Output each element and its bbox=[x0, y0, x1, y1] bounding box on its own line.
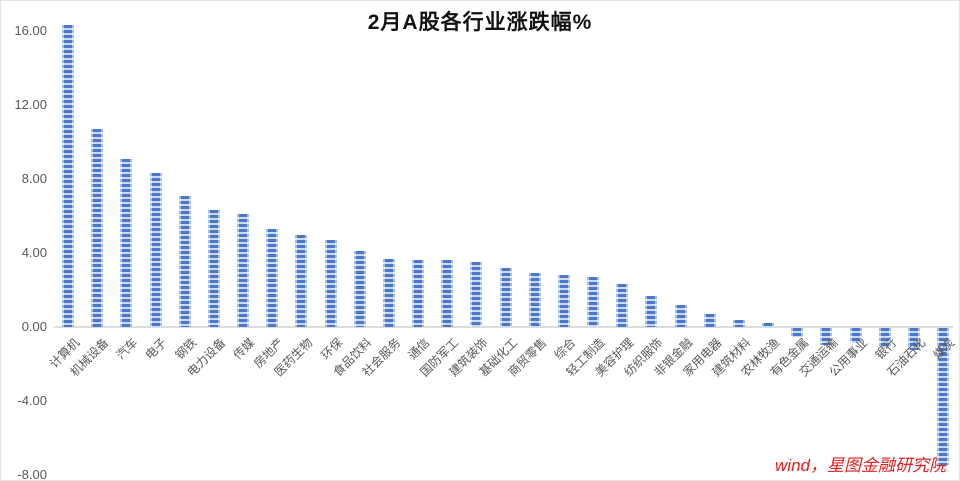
bar-环保 bbox=[324, 240, 337, 327]
x-axis-label-煤炭: 煤炭 bbox=[930, 335, 958, 363]
y-axis-tick-label: -8.00 bbox=[17, 467, 47, 481]
y-axis-tick-label: 8.00 bbox=[21, 171, 47, 186]
x-axis-label-汽车: 汽车 bbox=[113, 335, 141, 363]
bar-建筑装饰 bbox=[470, 262, 483, 327]
bar-美容护理 bbox=[616, 284, 629, 327]
bar-国防军工 bbox=[441, 260, 454, 327]
x-axis-line bbox=[54, 326, 953, 328]
bar-食品饮料 bbox=[353, 251, 366, 327]
bar-农林牧渔 bbox=[762, 323, 775, 327]
bar-计算机 bbox=[62, 25, 74, 327]
bar-煤炭 bbox=[937, 328, 950, 465]
bar-商贸零售 bbox=[528, 273, 541, 327]
bar-电子 bbox=[149, 173, 162, 327]
x-axis-label-电子: 电子 bbox=[142, 335, 170, 363]
bar-石油石化 bbox=[907, 328, 920, 351]
bar-传媒 bbox=[237, 214, 250, 327]
bar-基础化工 bbox=[499, 267, 512, 327]
bar-汽车 bbox=[120, 158, 133, 327]
bar-交通运输 bbox=[820, 328, 833, 345]
bar-公用事业 bbox=[849, 328, 862, 343]
bar-房地产 bbox=[266, 228, 279, 327]
bar-非银金融 bbox=[674, 304, 687, 327]
bar-综合 bbox=[557, 275, 570, 327]
bar-银行 bbox=[878, 328, 891, 349]
bar-建筑材料 bbox=[732, 319, 745, 327]
y-axis-tick-label: 16.00 bbox=[14, 23, 47, 38]
bar-家用电器 bbox=[703, 314, 716, 327]
bar-机械设备 bbox=[91, 129, 104, 327]
chart-title: 2月A股各行业涨跌幅% bbox=[367, 11, 593, 34]
y-axis-tick-label: 4.00 bbox=[21, 245, 47, 260]
y-axis-tick-label: 0.00 bbox=[21, 319, 47, 334]
bar-纺织服饰 bbox=[645, 295, 658, 327]
bar-社会服务 bbox=[382, 258, 395, 327]
watermark: wind，星图金融研究院 bbox=[775, 456, 946, 475]
y-axis-tick-label: 12.00 bbox=[14, 97, 47, 112]
y-axis-tick-label: -4.00 bbox=[17, 393, 47, 408]
bar-轻工制造 bbox=[587, 277, 600, 327]
bar-钢铁 bbox=[178, 195, 191, 327]
bar-医药生物 bbox=[295, 234, 308, 327]
bar-有色金属 bbox=[791, 328, 804, 338]
bar-电力设备 bbox=[207, 210, 220, 327]
bar-通信 bbox=[412, 260, 425, 327]
